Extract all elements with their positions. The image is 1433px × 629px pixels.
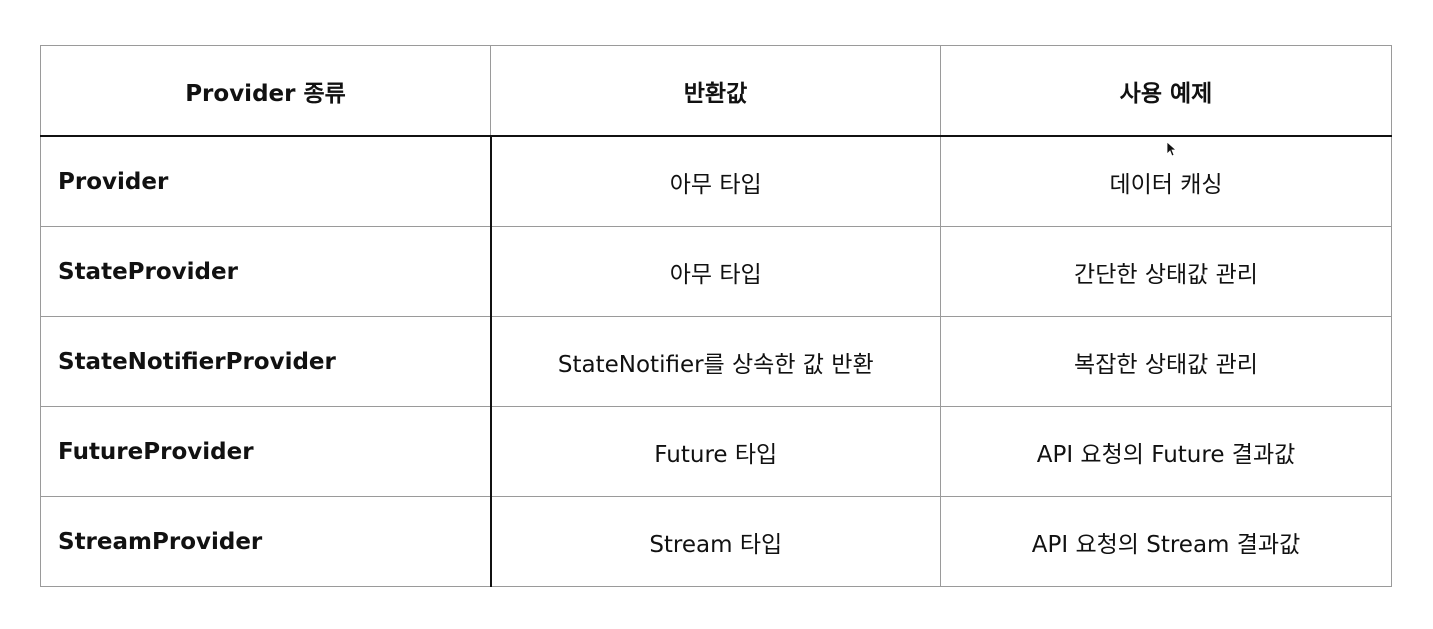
return-value-cell: 아무 타입 xyxy=(490,226,941,317)
return-value-cell: Future 타입 xyxy=(490,406,941,497)
return-value-cell: 아무 타입 xyxy=(490,135,941,227)
return-value-cell: Stream 타입 xyxy=(490,496,941,587)
usage-example-cell: API 요청의 Stream 결과값 xyxy=(940,496,1392,587)
provider-table-container: Provider 종류 반환값 사용 예제 Provider 아무 타입 데이터… xyxy=(40,45,1392,587)
header-row: Provider 종류 반환값 사용 예제 xyxy=(40,45,1392,137)
provider-name-cell: StreamProvider xyxy=(40,496,492,587)
table-row: StreamProvider Stream 타입 API 요청의 Stream … xyxy=(40,496,1392,587)
provider-name-cell: FutureProvider xyxy=(40,406,492,497)
usage-example-cell: 복잡한 상태값 관리 xyxy=(940,316,1392,407)
header-provider-type: Provider 종류 xyxy=(40,45,491,137)
table-body: Provider 아무 타입 데이터 캐싱 StateProvider 아무 타… xyxy=(40,135,1392,587)
header-usage-example: 사용 예제 xyxy=(940,45,1392,137)
provider-name-cell: Provider xyxy=(40,135,492,227)
provider-table: Provider 종류 반환값 사용 예제 Provider 아무 타입 데이터… xyxy=(40,45,1392,587)
provider-name-cell: StateNotifierProvider xyxy=(40,316,492,407)
mouse-pointer-icon xyxy=(1166,141,1176,157)
return-value-cell: StateNotifier를 상속한 값 반환 xyxy=(490,316,941,407)
usage-example-cell: 간단한 상태값 관리 xyxy=(940,226,1392,317)
header-return-value: 반환값 xyxy=(490,45,941,137)
provider-name-cell: StateProvider xyxy=(40,226,492,317)
usage-example-cell: API 요청의 Future 결과값 xyxy=(940,406,1392,497)
table-row: StateProvider 아무 타입 간단한 상태값 관리 xyxy=(40,226,1392,317)
table-row: FutureProvider Future 타입 API 요청의 Future … xyxy=(40,406,1392,497)
table-header: Provider 종류 반환값 사용 예제 xyxy=(40,45,1392,137)
usage-example-cell: 데이터 캐싱 xyxy=(940,135,1392,227)
table-row: Provider 아무 타입 데이터 캐싱 xyxy=(40,135,1392,227)
table-row: StateNotifierProvider StateNotifier를 상속한… xyxy=(40,316,1392,407)
